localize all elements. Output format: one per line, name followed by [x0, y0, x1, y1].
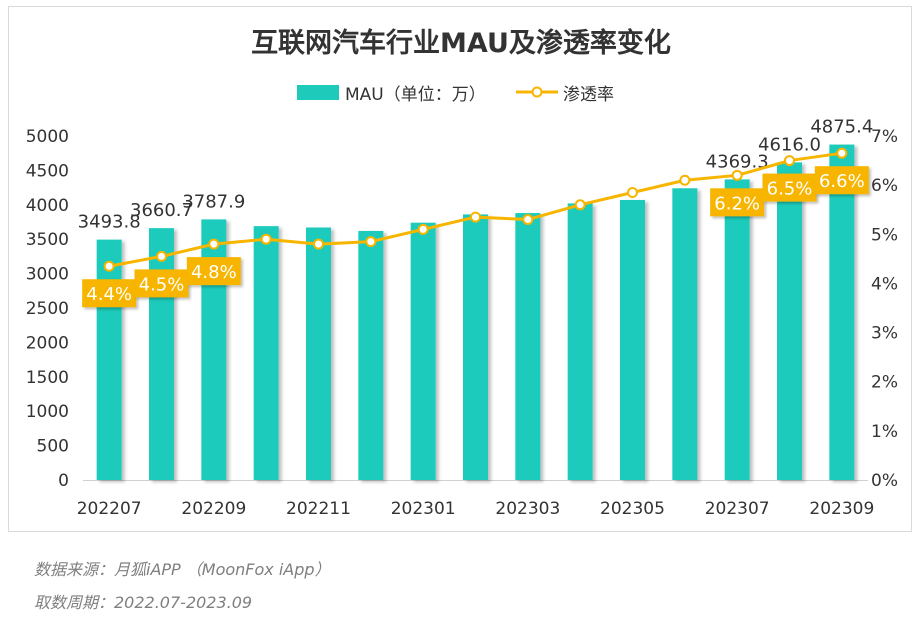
- legend: MAU（单位：万） 渗透率: [297, 85, 614, 105]
- mau-bar: [253, 226, 279, 480]
- mau-bar: [724, 179, 750, 481]
- rate-marker: [156, 250, 167, 262]
- x-tick-label: 202309: [809, 499, 874, 519]
- left-tick-label: 3500: [26, 230, 69, 250]
- legend-mau-label: MAU（单位：万）: [345, 85, 486, 105]
- rate-label-box: [762, 173, 817, 202]
- x-tick-label: 202207: [77, 499, 142, 519]
- right-tick-label: 2%: [871, 373, 898, 393]
- x-tick-label: 202307: [705, 499, 770, 519]
- x-tick-label: 202303: [495, 499, 560, 519]
- left-tick-label: 3000: [26, 265, 69, 285]
- rate-marker: [731, 169, 743, 181]
- mau-data-label: 3787.9: [182, 191, 245, 212]
- mau-data-label: 4875.4: [810, 117, 873, 138]
- rate-data-label: 4.8%: [191, 262, 237, 283]
- rate-marker: [470, 211, 481, 223]
- right-tick-label: 0%: [871, 471, 898, 491]
- left-tick-label: 500: [37, 437, 69, 457]
- mau-data-label: 3660.7: [130, 200, 193, 221]
- legend-mau-swatch: [297, 85, 339, 100]
- x-tick-label: 202305: [600, 499, 665, 519]
- rate-marker: [679, 174, 691, 186]
- rate-label-box: [82, 279, 137, 308]
- x-tick-label: 202209: [181, 499, 246, 519]
- mau-bar: [620, 199, 645, 480]
- mau-bar: [306, 227, 331, 480]
- rate-marker: [836, 147, 848, 159]
- rate-data-label: 4.4%: [86, 284, 132, 305]
- left-tick-label: 4500: [26, 161, 69, 181]
- right-tick-label: 3%: [871, 324, 898, 344]
- period-note: 取数周期：2022.07-2023.09: [34, 593, 253, 612]
- right-tick-label: 1%: [871, 422, 898, 442]
- rate-marker: [365, 236, 377, 248]
- left-tick-label: 5000: [26, 127, 69, 147]
- rate-marker: [627, 187, 638, 199]
- left-axis: 0 500 1000 1500 2000 2500 3000 3500 4000 4500 5000: [26, 127, 69, 491]
- rate-marker: [522, 214, 534, 226]
- mau-bar: [149, 228, 174, 480]
- rate-data-label: 6.5%: [767, 179, 813, 200]
- left-tick-label: 4000: [26, 196, 69, 216]
- rate-label-box: [814, 166, 869, 195]
- right-axis: 0% 1% 2% 3% 4% 5% 6% 7%: [871, 127, 898, 491]
- rate-data-label: 6.6%: [819, 171, 865, 192]
- rate-marker: [574, 199, 586, 211]
- rate-data-label: 4.5%: [139, 274, 185, 295]
- rate-line: [103, 147, 848, 272]
- rate-data-label: 6.2%: [714, 193, 760, 214]
- rate-label-box: [134, 269, 189, 298]
- legend-rate-marker: [531, 86, 543, 98]
- x-axis: 202207 202209 202211 202301 202303 202305 2023…: [77, 480, 874, 519]
- rate-marker: [260, 233, 272, 245]
- mau-data-label: 4616.0: [758, 134, 821, 155]
- legend-rate-label: 渗透率: [563, 85, 614, 105]
- rate-marker: [784, 155, 795, 167]
- rate-marker: [313, 238, 324, 250]
- source-note: 数据来源：月狐iAPP （MoonFox iApp）: [34, 560, 331, 579]
- left-tick-label: 0: [58, 471, 69, 491]
- mau-data-label: 4369.3: [706, 151, 769, 172]
- right-tick-label: 4%: [871, 274, 898, 294]
- left-tick-label: 2000: [26, 333, 69, 353]
- mau-bar: [777, 162, 802, 481]
- rate-marker: [417, 223, 429, 235]
- mau-bar: [410, 222, 436, 481]
- right-tick-label: 7%: [871, 127, 898, 147]
- mau-bar: [672, 188, 698, 480]
- mau-bar: [567, 203, 593, 480]
- x-tick-label: 202301: [391, 499, 456, 519]
- x-tick-label: 202211: [286, 499, 351, 519]
- rate-marker: [208, 238, 220, 250]
- rate-label-box: [186, 257, 241, 286]
- mau-bar: [515, 213, 541, 480]
- chart-title: 互联网汽车行业MAU及渗透率变化: [251, 27, 671, 59]
- left-tick-label: 1000: [26, 402, 69, 422]
- mau-bar: [358, 230, 384, 480]
- left-tick-label: 2500: [26, 299, 69, 319]
- mau-bar: [463, 214, 488, 480]
- chart: 互联网汽车行业MAU及渗透率变化 MAU（单位：万） 渗透率 0 500 1000 1…: [26, 27, 898, 519]
- mau-bar: [96, 239, 122, 480]
- rate-marker: [103, 260, 115, 272]
- left-tick-label: 1500: [26, 368, 69, 388]
- rate-label-box: [710, 188, 765, 217]
- right-tick-label: 5%: [871, 225, 898, 245]
- mau-bar: [829, 144, 855, 480]
- rate-labels: 4.4% 4.5% 4.8% 6.2% 6.5% 6.6%: [82, 166, 869, 308]
- mau-data-label: 3493.8: [78, 212, 141, 233]
- right-tick-label: 6%: [871, 176, 898, 196]
